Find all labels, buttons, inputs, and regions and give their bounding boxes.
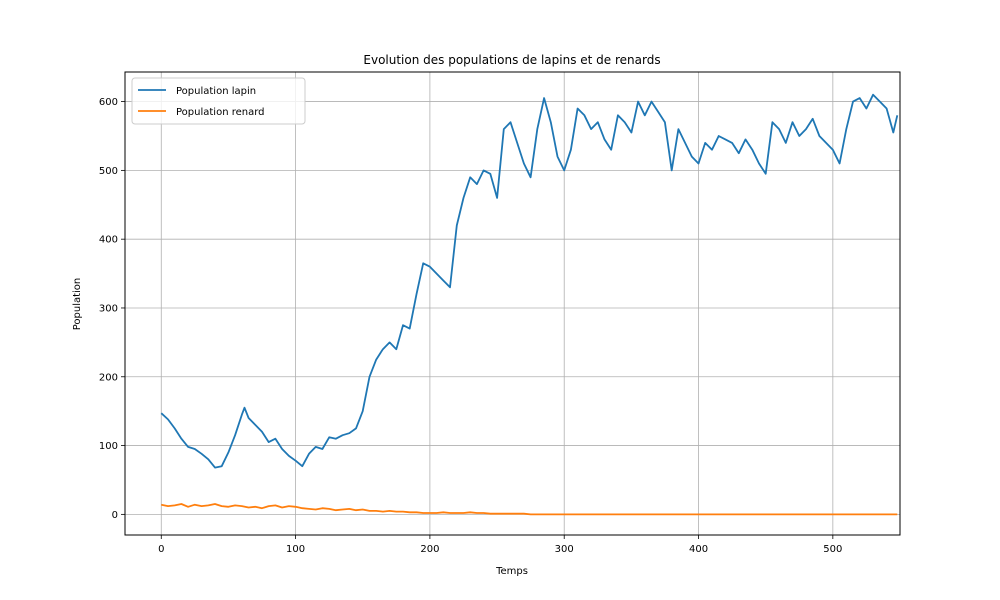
x-tick-label: 100 — [286, 544, 305, 555]
legend-label-renard: Population renard — [176, 107, 265, 118]
chart-title: Evolution des populations de lapins et d… — [363, 53, 660, 67]
legend-box — [131, 77, 306, 125]
legend-label-lapin: Population lapin — [176, 86, 256, 97]
series-line-renard — [161, 503, 898, 516]
x-tick-label: 300 — [555, 544, 574, 555]
x-tick-label: 500 — [823, 544, 842, 555]
x-tick-label: 0 — [158, 544, 164, 555]
y-tick-label: 200 — [99, 372, 118, 383]
x-tick-label: 200 — [420, 544, 439, 555]
x-tick-label: 400 — [689, 544, 708, 555]
axis-ticks: 0 100 200 300 400 500 0 100 200 300 400 500 600 — [99, 97, 842, 555]
plot-lines — [160, 93, 899, 516]
y-tick-label: 400 — [99, 235, 118, 246]
y-tick-label: 100 — [99, 441, 118, 452]
series-line-lapin — [160, 93, 899, 469]
y-tick-label: 500 — [99, 166, 118, 177]
y-tick-label: 0 — [112, 510, 118, 521]
y-tick-label: 300 — [99, 303, 118, 314]
y-axis-title: Population — [72, 278, 83, 331]
legend: Population lapin Population renard — [131, 77, 306, 125]
y-tick-label: 600 — [99, 97, 118, 108]
x-axis-title: Temps — [495, 566, 528, 577]
plot-frame — [124, 71, 901, 536]
